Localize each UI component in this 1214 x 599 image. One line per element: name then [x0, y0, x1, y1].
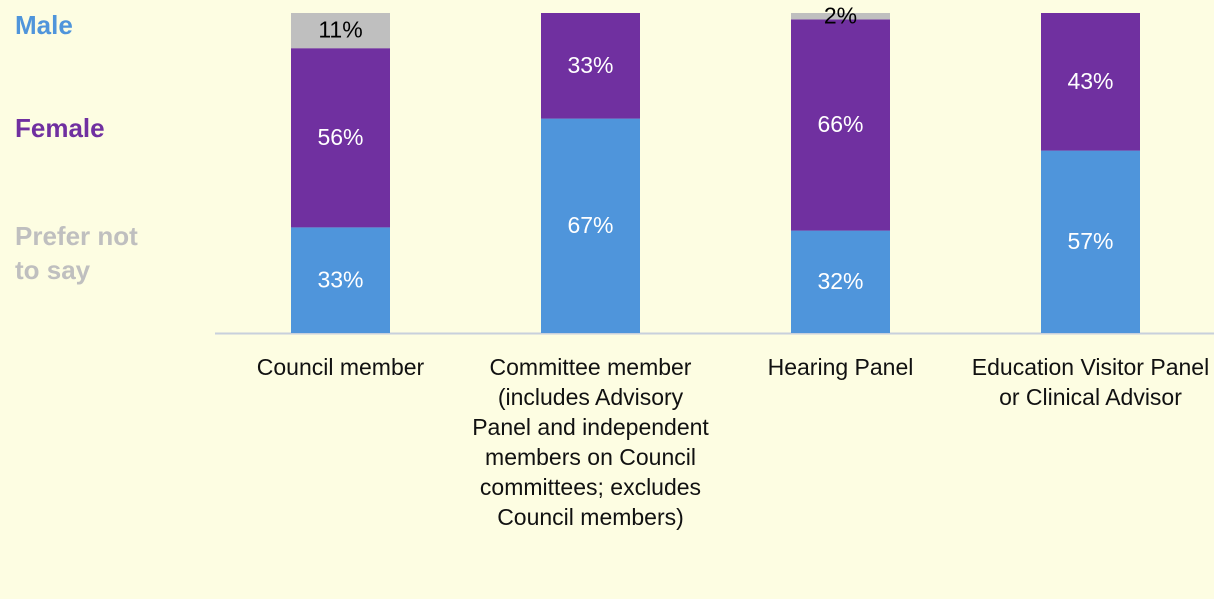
legend-entry: Male [15, 10, 73, 40]
value-label: 2% [824, 2, 857, 28]
bar-segment [291, 227, 390, 333]
bar-segment [541, 13, 640, 119]
x-tick-label: Council member [256, 354, 425, 380]
value-label: 57% [1067, 228, 1113, 254]
bar-segment [791, 230, 890, 333]
bar-segment [291, 13, 390, 49]
value-label: 33% [317, 266, 363, 292]
value-label: 11% [318, 17, 362, 43]
value-label: 32% [817, 268, 863, 294]
bar-segment [541, 118, 640, 333]
value-label: 66% [817, 111, 863, 137]
value-label: 33% [567, 52, 613, 78]
x-tick-label: Committee member (includes Advisory Pane… [472, 354, 709, 530]
bar-segment [791, 13, 890, 20]
bar-segment [1041, 13, 1140, 151]
legend-entry: Prefer not to say [15, 221, 138, 285]
bar-segment [791, 19, 890, 231]
x-tick-label: Education Visitor Panel or Clinical Advi… [971, 354, 1210, 410]
legend-entry: Female [15, 113, 105, 143]
value-label: 56% [317, 124, 363, 150]
value-label: 43% [1067, 68, 1113, 94]
value-label: 67% [567, 212, 613, 238]
bar-segment [291, 48, 390, 228]
x-tick-label: Hearing Panel [767, 354, 914, 380]
bar-segment [1041, 150, 1140, 333]
